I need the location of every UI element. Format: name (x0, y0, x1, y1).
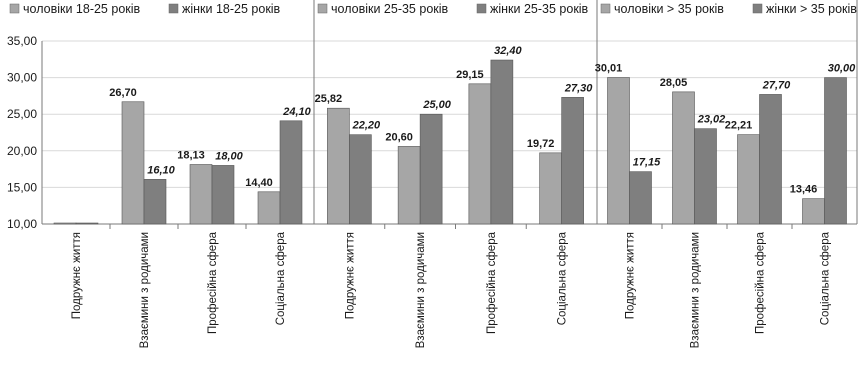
x-tick-label-професійна-сфера: Професійна сфера (486, 231, 498, 334)
x-tick-label-соціальна-сфера: Соціальна сфера (275, 231, 287, 325)
y-tick-label: 20,00 (7, 144, 37, 158)
data-label-жінки-35-років-соціальна-сфера: 30,00 (828, 63, 856, 75)
x-tick-label-взаємини-з-родичами: Взаємини з родичами (415, 232, 427, 348)
bar-чоловіки-35-років-взаємини-з-родичами (672, 91, 695, 225)
y-tick-label: 10,00 (7, 217, 37, 231)
bar-жінки-25-35-років-соціальна-сфера (561, 97, 584, 225)
data-label-чоловіки-25-35-років-соціальна-сфера: 19,72 (527, 138, 555, 150)
bar-жінки-35-років-соціальна-сфера (824, 77, 847, 225)
x-tick-label-професійна-сфера: Професійна сфера (207, 231, 219, 334)
legend-entry-чоловіки-18-25-років: чоловіки 18-25 років (23, 2, 141, 16)
data-label-жінки-18-25-років-професійна-сфера: 18,00 (215, 150, 243, 162)
bar-чоловіки-35-років-соціальна-сфера (802, 198, 825, 225)
data-label-жінки-25-35-років-подружнє-життя: 22,20 (352, 120, 381, 132)
bar-жінки-25-35-років-подружнє-життя (349, 134, 372, 225)
bar-чоловіки-35-років-професійна-сфера (737, 134, 760, 225)
data-label-чоловіки-35-років-подружнє-життя: 30,01 (595, 63, 623, 75)
x-tick-label-подружнє-життя: Подружнє життя (344, 232, 356, 319)
legend-entry-жінки-25-35-років: жінки 25-35 років (490, 2, 589, 16)
bar-жінки-35-років-професійна-сфера (759, 94, 782, 225)
data-label-чоловіки-25-35-років-взаємини-з-родичами: 20,60 (385, 131, 413, 143)
legend-swatch-чоловіки-18-25-років (9, 3, 20, 14)
bar-чоловіки-25-35-років-професійна-сфера (468, 83, 492, 225)
bar-чоловіки-18-25-років-взаємини-з-родичами (121, 101, 145, 225)
y-tick-label: 35,00 (7, 34, 37, 48)
legend-entry-жінки-18-25-років: жінки 18-25 років (182, 2, 281, 16)
x-tick-label-подружнє-життя: Подружнє життя (625, 232, 637, 319)
bar-чоловіки-25-35-років-соціальна-сфера (539, 152, 562, 225)
legend-entry-чоловіки-25-35-років: чоловіки 25-35 років (331, 2, 449, 16)
x-tick-label-соціальна-сфера: Соціальна сфера (557, 231, 569, 325)
data-label-жінки-25-35-років-соціальна-сфера: 27,30 (564, 82, 593, 94)
bar-жінки-25-35-років-професійна-сфера (490, 59, 514, 225)
data-label-чоловіки-35-років-соціальна-сфера: 13,46 (790, 184, 818, 196)
legend-swatch-чоловіки-35-років (600, 3, 611, 14)
y-tick-label: 25,00 (7, 107, 37, 121)
data-label-чоловіки-35-років-професійна-сфера: 22,21 (725, 120, 753, 132)
bar-жінки-35-років-взаємини-з-родичами (694, 128, 717, 225)
data-label-чоловіки-18-25-років-професійна-сфера: 18,13 (177, 149, 205, 161)
bar-жінки-35-років-подружнє-життя (629, 171, 652, 225)
chart-panel-2: чоловіки 25-35 років жінки 25-35 років 25,… (314, 0, 598, 348)
legend-entry-жінки-35-років: жінки > 35 років (766, 2, 857, 16)
legend-swatch-жінки-35-років (752, 3, 763, 14)
x-tick-label-соціальна-сфера: Соціальна сфера (820, 231, 832, 325)
data-label-чоловіки-25-35-років-професійна-сфера: 29,15 (456, 69, 484, 81)
bar-чоловіки-35-років-подружнє-життя (607, 77, 630, 225)
bar-жінки-18-25-років-подружнє-життя (75, 222, 99, 225)
legend-entry-чоловіки-35-років: чоловіки > 35 років (614, 2, 724, 16)
y-tick-label: 30,00 (7, 71, 37, 85)
data-label-жінки-25-35-років-професійна-сфера: 32,40 (494, 45, 522, 57)
data-label-жінки-35-років-взаємини-з-родичами: 23,02 (697, 114, 726, 126)
chart-panel-3: чоловіки > 35 років жінки > 35 років 30,01… (595, 0, 858, 348)
bar-жінки-25-35-років-взаємини-з-родичами (419, 113, 443, 225)
y-tick-label: 15,00 (7, 180, 37, 194)
data-label-жінки-35-років-професійна-сфера: 27,70 (762, 79, 791, 91)
bar-чоловіки-25-35-років-подружнє-життя (327, 107, 350, 225)
data-label-жінки-18-25-років-взаємини-з-родичами: 16,10 (147, 164, 175, 176)
bar-чоловіки-18-25-років-соціальна-сфера (257, 191, 281, 225)
x-tick-label-професійна-сфера: Професійна сфера (755, 231, 767, 334)
data-label-жінки-35-років-подружнє-життя: 17,15 (633, 157, 661, 169)
data-label-чоловіки-18-25-років-взаємини-з-родичами: 26,70 (109, 87, 137, 99)
data-label-чоловіки-18-25-років-соціальна-сфера: 14,40 (245, 177, 273, 189)
x-tick-label-подружнє-життя: Подружнє життя (71, 232, 83, 319)
chart-panel-1: чоловіки 18-25 років жінки 18-25 років Под… (9, 0, 315, 348)
bar-жінки-18-25-років-взаємини-з-родичами (143, 179, 167, 225)
x-tick-label-взаємини-з-родичами: Взаємини з родичами (139, 232, 151, 348)
bar-чоловіки-18-25-років-подружнє-життя (53, 222, 77, 225)
data-label-жінки-18-25-років-соціальна-сфера: 24,10 (282, 106, 311, 118)
data-label-чоловіки-35-років-взаємини-з-родичами: 28,05 (660, 77, 688, 89)
bar-чоловіки-18-25-років-професійна-сфера (189, 164, 213, 225)
bar-жінки-18-25-років-професійна-сфера (211, 165, 235, 225)
x-tick-label-взаємини-з-родичами: Взаємини з родичами (690, 232, 702, 348)
legend-swatch-жінки-18-25-років (168, 3, 179, 14)
legend-swatch-жінки-25-35-років (476, 3, 487, 14)
data-label-жінки-25-35-років-взаємини-з-родичами: 25,00 (422, 99, 451, 111)
legend-swatch-чоловіки-25-35-років (317, 3, 328, 14)
data-label-чоловіки-25-35-років-подружнє-життя: 25,82 (315, 93, 343, 105)
bar-жінки-18-25-років-соціальна-сфера (279, 120, 303, 225)
bar-чоловіки-25-35-років-взаємини-з-родичами (397, 146, 421, 225)
